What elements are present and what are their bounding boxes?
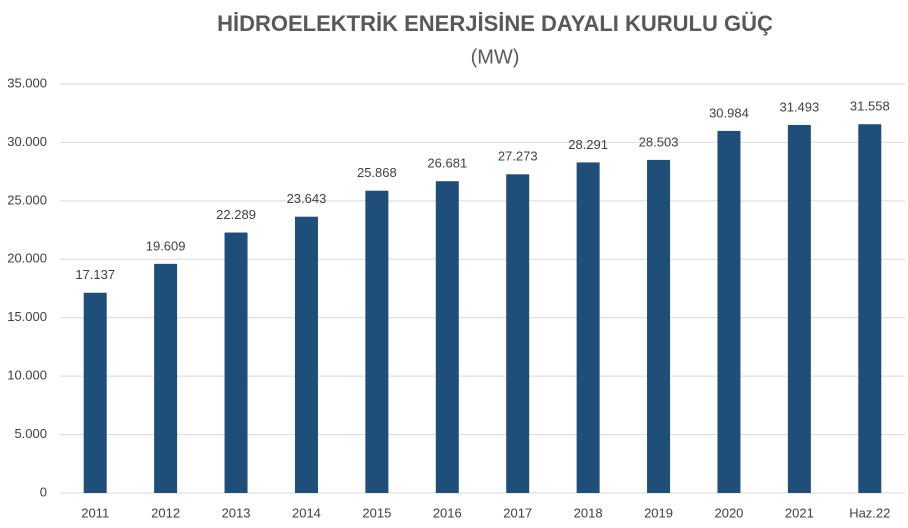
bar	[294, 216, 318, 493]
value-label: 31.558	[850, 99, 890, 114]
bar	[576, 162, 600, 493]
bar	[435, 181, 459, 494]
value-label: 17.137	[75, 267, 115, 282]
x-tick-label: 2020	[714, 505, 743, 520]
chart-subtitle: (MW)	[471, 46, 520, 68]
value-label: 23.643	[287, 191, 327, 206]
bar	[365, 190, 389, 494]
y-tick-label: 25.000	[7, 192, 47, 207]
value-label: 28.503	[639, 134, 679, 149]
x-tick-label: 2014	[292, 505, 321, 520]
y-tick-label: 20.000	[7, 251, 47, 266]
x-tick-label: 2019	[644, 505, 673, 520]
bar	[647, 159, 671, 493]
bar	[83, 292, 107, 493]
value-label: 19.609	[146, 238, 186, 253]
x-tick-label: 2021	[785, 505, 814, 520]
y-tick-label: 30.000	[7, 134, 47, 149]
y-tick-label: 5.000	[14, 426, 47, 441]
bar	[154, 263, 178, 493]
y-tick-label: 15.000	[7, 309, 47, 324]
value-label: 26.681	[427, 156, 467, 171]
y-tick-label: 10.000	[7, 368, 47, 383]
value-label: 25.868	[357, 165, 397, 180]
x-tick-label: Haz.22	[849, 505, 890, 520]
x-tick-label: 2011	[81, 505, 109, 520]
x-tick-label: 2013	[222, 505, 251, 520]
value-label: 31.493	[779, 99, 819, 114]
bar	[717, 130, 741, 494]
bar	[858, 124, 882, 493]
value-label: 30.984	[709, 105, 749, 120]
x-tick-label: 2015	[362, 505, 391, 520]
chart-title: HİDROELEKTRİK ENERJİSİNE DAYALI KURULU G…	[217, 11, 773, 36]
value-label: 22.289	[216, 207, 256, 222]
y-tick-label: 35.000	[7, 75, 47, 90]
bar	[506, 174, 530, 493]
x-tick-label: 2017	[503, 505, 532, 520]
value-label: 28.291	[568, 137, 608, 152]
bar	[787, 124, 811, 493]
value-label: 27.273	[498, 149, 538, 164]
y-tick-label: 0	[40, 484, 47, 499]
x-tick-label: 2018	[574, 505, 603, 520]
bar	[224, 232, 248, 493]
x-tick-label: 2016	[433, 505, 462, 520]
x-tick-label: 2012	[151, 505, 180, 520]
